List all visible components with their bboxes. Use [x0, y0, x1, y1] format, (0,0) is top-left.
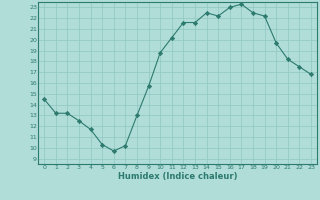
- X-axis label: Humidex (Indice chaleur): Humidex (Indice chaleur): [118, 172, 237, 181]
